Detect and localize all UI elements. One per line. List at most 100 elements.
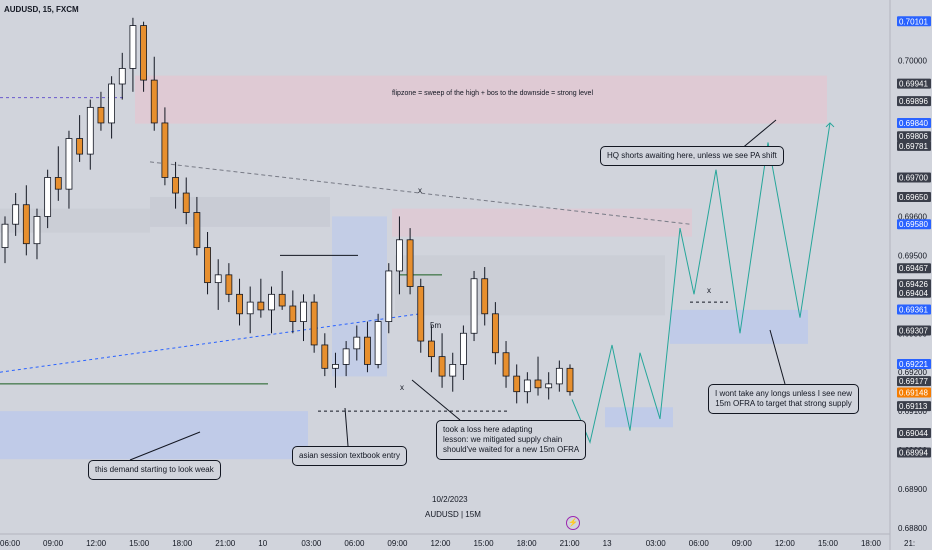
candle-body bbox=[172, 177, 179, 194]
x-tick-label: 03:00 bbox=[301, 539, 322, 548]
grey-zone-1 bbox=[150, 196, 330, 227]
projection-path bbox=[571, 122, 831, 444]
demand-pointer bbox=[129, 431, 201, 461]
x-marker-low: x bbox=[400, 383, 404, 392]
flipzone-annotation: flipzone = sweep of the high + bos to th… bbox=[392, 90, 593, 97]
price-label: 0.69840 bbox=[899, 119, 928, 128]
candle-body bbox=[428, 340, 435, 358]
candle-body bbox=[353, 336, 361, 350]
candle-body bbox=[33, 216, 41, 245]
price-label-bg bbox=[897, 117, 931, 128]
candle-body bbox=[225, 274, 233, 295]
candle-body bbox=[76, 138, 84, 155]
candle-body bbox=[12, 204, 20, 225]
price-label-bg bbox=[897, 172, 931, 183]
candle-body bbox=[470, 278, 478, 334]
price-label-bg bbox=[897, 263, 931, 274]
hq-shorts-note: HQ shorts awaiting here, unless we see P… bbox=[600, 146, 784, 166]
x-tick-label: 15:00 bbox=[474, 539, 495, 548]
candle-body bbox=[161, 122, 169, 178]
candle-body bbox=[65, 138, 73, 190]
y-tick-label: 0.69600 bbox=[898, 212, 927, 221]
low-demand-rect bbox=[605, 407, 673, 428]
candle-body bbox=[332, 364, 339, 369]
price-label: 0.69113 bbox=[899, 402, 928, 411]
y-tick-label: 0.69500 bbox=[898, 251, 927, 260]
candle-body bbox=[534, 379, 542, 389]
candle-body bbox=[150, 79, 158, 124]
loss-pointer bbox=[411, 379, 461, 421]
loss-note: took a loss here adapting lesson: we mit… bbox=[436, 420, 587, 460]
price-label-bg bbox=[897, 96, 931, 107]
candle-body bbox=[54, 177, 62, 190]
price-label-bg bbox=[897, 16, 931, 27]
grey-zone-3 bbox=[0, 208, 150, 233]
price-label: 0.69426 bbox=[899, 280, 928, 289]
lightning-icon[interactable]: ⚡ bbox=[566, 516, 580, 530]
candle-body bbox=[1, 223, 9, 248]
price-label-bg bbox=[897, 359, 931, 370]
x-tick-label: 06:00 bbox=[689, 539, 710, 548]
hq-pointer bbox=[739, 119, 777, 151]
candle-body bbox=[214, 274, 222, 284]
blue-dashed-line bbox=[0, 313, 421, 373]
candle-body bbox=[481, 278, 489, 315]
no-longs-note: I wont take any longs unless I see new 1… bbox=[708, 384, 859, 414]
supply-zone-rect bbox=[392, 208, 692, 237]
price-label-bg bbox=[897, 219, 931, 230]
price-label: 0.69781 bbox=[899, 142, 928, 151]
price-label-bg bbox=[897, 279, 931, 290]
price-label: 0.69361 bbox=[899, 306, 928, 315]
demand-zone-rect bbox=[0, 411, 308, 460]
candle-body bbox=[97, 106, 105, 124]
price-label-bg bbox=[897, 376, 931, 387]
y-tick-label: 0.68800 bbox=[898, 524, 927, 533]
price-label: 0.69177 bbox=[899, 377, 928, 386]
x-tick-label: 12:00 bbox=[86, 539, 107, 548]
candle-body bbox=[449, 364, 457, 377]
price-label: 0.68994 bbox=[899, 448, 928, 457]
price-label-bg bbox=[897, 131, 931, 142]
x-tick-label: 12:00 bbox=[775, 539, 796, 548]
nolongs-pointer bbox=[769, 329, 786, 385]
x-tick-label: 21:00 bbox=[215, 539, 236, 548]
x-tick-label: 18:00 bbox=[517, 539, 538, 548]
demand-weak-note: this demand starting to look weak bbox=[88, 460, 221, 480]
x-tick-label: 21:00 bbox=[560, 539, 581, 548]
price-label: 0.69650 bbox=[899, 193, 928, 202]
candle-body bbox=[118, 68, 126, 85]
candle-body bbox=[22, 204, 30, 245]
symbol-title: AUDUSD, 15, FXCM bbox=[4, 5, 79, 14]
price-label-bg bbox=[897, 427, 931, 438]
watermark: AUDUSD | 15M bbox=[425, 510, 481, 519]
candle-body bbox=[374, 321, 382, 365]
candle-body bbox=[193, 212, 201, 248]
price-label-bg bbox=[897, 325, 931, 336]
date-label: 10/2/2023 bbox=[432, 495, 468, 504]
grey-zone-2 bbox=[395, 255, 665, 316]
x-tick-label: 06:00 bbox=[0, 539, 21, 548]
candle-body bbox=[268, 293, 275, 311]
candle-body bbox=[44, 177, 52, 217]
price-label-bg bbox=[897, 304, 931, 315]
candle-body bbox=[182, 192, 190, 213]
price-label-bg bbox=[897, 140, 931, 151]
price-label: 0.69404 bbox=[899, 289, 928, 298]
x-tick-label: 18:00 bbox=[861, 539, 882, 548]
candle-body bbox=[257, 301, 265, 311]
candle-body bbox=[246, 301, 254, 315]
x-tick-label: 12:00 bbox=[430, 539, 451, 548]
x-tick-label: 18:00 bbox=[172, 539, 193, 548]
candle-body bbox=[406, 239, 414, 287]
price-label: 0.69148 bbox=[899, 388, 928, 397]
price-label: 0.69044 bbox=[899, 429, 928, 438]
price-label: 0.69221 bbox=[899, 360, 928, 369]
x-tick-label: 03:00 bbox=[646, 539, 667, 548]
candle-body bbox=[385, 270, 393, 322]
x-tick-label: 13 bbox=[603, 539, 612, 548]
x-tick-label: 06:00 bbox=[344, 539, 365, 548]
x-marker-right: x bbox=[707, 286, 711, 295]
x-tick-label: 09:00 bbox=[43, 539, 64, 548]
candle-body bbox=[566, 367, 574, 393]
